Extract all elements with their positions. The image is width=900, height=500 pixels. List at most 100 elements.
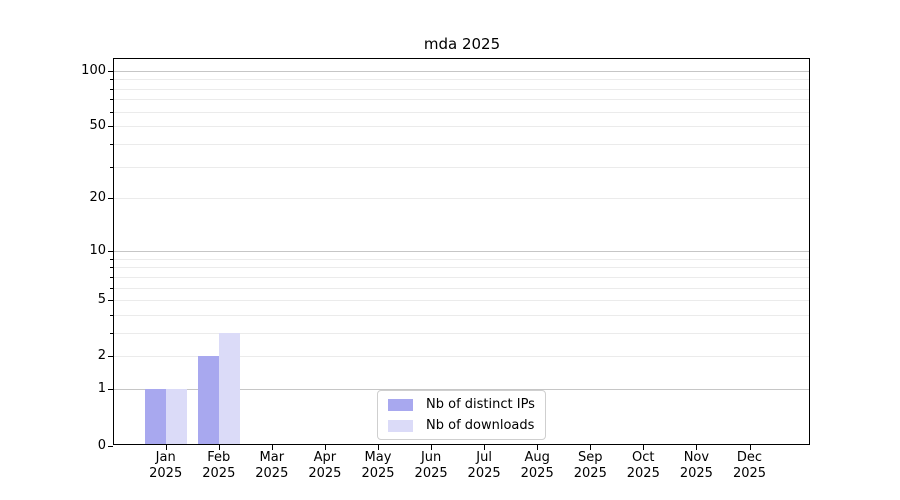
legend-swatch: [388, 419, 413, 432]
x-tick-year: 2025: [732, 466, 767, 481]
x-tick-label: Jul 2025: [457, 450, 511, 482]
x-tick-year: 2025: [626, 466, 660, 481]
x-tick-label: Aug 2025: [510, 450, 564, 482]
y-gridline: [114, 300, 809, 301]
y-minor-tick: [110, 258, 113, 260]
x-tick-month: Jan: [155, 450, 176, 465]
x-tick-month: Sep: [578, 450, 603, 465]
x-tick-month: Feb: [207, 450, 231, 465]
y-tick-label: 10: [89, 242, 106, 258]
y-gridline: [114, 79, 809, 81]
x-tick-label: Jan 2025: [139, 450, 193, 482]
x-tick-month: Dec: [736, 450, 763, 465]
x-tick-year: 2025: [467, 466, 501, 481]
x-tick-year: 2025: [255, 466, 289, 481]
y-gridline: [114, 126, 809, 128]
legend: Nb of distinct IPs Nb of downloads: [377, 390, 546, 440]
y-minor-tick: [110, 276, 113, 278]
x-tick-label: Nov 2025: [669, 450, 723, 482]
x-tick-month: Jul: [476, 450, 492, 465]
bar-distinct-ips: [144, 389, 166, 444]
y-gridline: [114, 198, 809, 200]
y-gridline: [114, 276, 809, 278]
y-tick-label: 50: [89, 118, 106, 134]
x-tick: [324, 445, 326, 450]
bar-distinct-ips: [197, 356, 219, 444]
x-tick-month: May: [364, 450, 392, 465]
y-tick: [108, 70, 113, 72]
y-tick: [108, 300, 113, 301]
chart-title: mda 2025: [423, 35, 501, 53]
y-gridline: [114, 389, 809, 391]
y-tick: [108, 250, 113, 252]
x-tick-year: 2025: [308, 466, 342, 481]
y-gridline: [114, 111, 809, 113]
y-gridline: [114, 258, 809, 260]
bar-downloads: [218, 332, 240, 444]
x-tick-month: Aug: [524, 450, 550, 465]
legend-item: Nb of downloads: [388, 418, 535, 433]
x-tick: [378, 445, 379, 450]
x-tick: [696, 445, 698, 450]
x-tick-year: 2025: [573, 466, 607, 481]
legend-label: Nb of downloads: [426, 418, 535, 433]
legend-label: Nb of distinct IPs: [426, 397, 535, 412]
y-gridline: [114, 287, 809, 289]
x-tick: [431, 445, 433, 450]
y-gridline: [114, 99, 809, 101]
x-tick-month: Nov: [683, 450, 710, 465]
x-tick: [271, 445, 273, 450]
x-tick: [218, 445, 220, 450]
y-gridline: [114, 88, 809, 90]
x-tick-label: Jun 2025: [404, 450, 458, 482]
x-tick-year: 2025: [202, 466, 236, 481]
y-minor-tick: [110, 332, 113, 334]
y-tick: [108, 126, 113, 128]
y-gridline: [114, 332, 809, 334]
y-tick-label: 5: [97, 292, 106, 307]
y-gridline: [114, 143, 809, 145]
y-minor-tick: [110, 99, 113, 101]
x-tick: [484, 445, 486, 450]
y-tick: [108, 198, 113, 200]
legend-item: Nb of distinct IPs: [388, 397, 535, 412]
x-tick: [165, 445, 167, 450]
x-tick-label: May 2025: [351, 450, 405, 482]
y-gridline: [114, 70, 809, 72]
plot-area: [113, 58, 810, 445]
y-gridline: [114, 250, 809, 252]
x-tick: [590, 445, 592, 450]
y-tick-label: 2: [97, 348, 106, 364]
x-tick-label: Dec 2025: [723, 450, 777, 482]
x-tick-year: 2025: [679, 466, 713, 481]
x-tick-year: 2025: [361, 466, 395, 481]
x-tick-month: Mar: [259, 450, 285, 465]
x-tick-month: Jun: [420, 450, 442, 465]
y-gridline: [114, 314, 809, 316]
x-tick-year: 2025: [149, 466, 183, 481]
y-tick: [108, 356, 113, 358]
x-tick-month: Apr: [313, 450, 337, 465]
x-tick: [749, 445, 751, 450]
y-tick-label: 0: [97, 437, 106, 453]
x-tick-label: Mar 2025: [245, 450, 299, 482]
y-minor-tick: [110, 166, 113, 168]
y-minor-tick: [110, 88, 113, 90]
x-tick: [643, 445, 645, 450]
bar-downloads: [165, 389, 187, 444]
x-tick-label: Feb 2025: [192, 450, 246, 482]
y-tick-label: 20: [89, 190, 106, 206]
y-minor-tick: [110, 79, 113, 81]
y-minor-tick: [110, 143, 113, 145]
x-tick-year: 2025: [520, 466, 554, 481]
x-tick-year: 2025: [414, 466, 448, 481]
x-tick-month: Oct: [632, 450, 655, 465]
y-minor-tick: [110, 287, 113, 289]
y-minor-tick: [110, 111, 113, 113]
y-minor-tick: [110, 314, 113, 316]
x-tick-label: Apr 2025: [298, 450, 352, 482]
y-tick: [108, 389, 113, 391]
y-gridline: [114, 166, 809, 168]
y-tick-label: 1: [97, 381, 106, 397]
